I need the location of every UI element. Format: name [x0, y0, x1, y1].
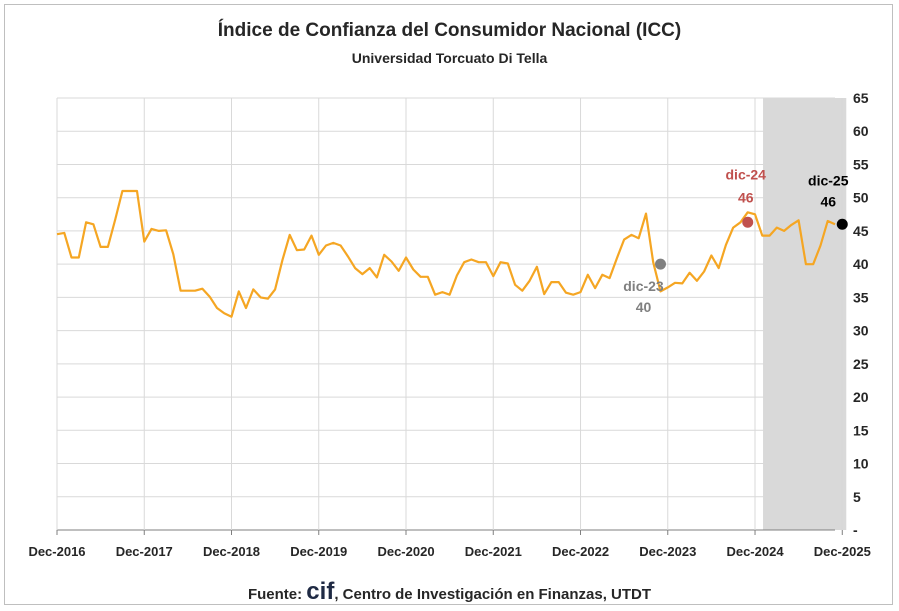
- x-tick-label: Dec-2016: [28, 544, 85, 559]
- y-tick-label: 5: [853, 489, 861, 505]
- source-footer: Fuente: cif, Centro de Investigación en …: [0, 578, 899, 606]
- x-tick-label: Dec-2023: [639, 544, 696, 559]
- y-tick-label: 15: [853, 422, 869, 438]
- y-tick-label: 10: [853, 456, 869, 472]
- annotation-marker: [654, 258, 666, 270]
- x-tick-label: Dec-2018: [203, 544, 260, 559]
- annotation-value: 46: [738, 189, 754, 205]
- annotation-label: dic-24: [726, 166, 767, 182]
- chart-subtitle: Universidad Torcuato Di Tella: [351, 50, 548, 66]
- chart-title: Índice de Confianza del Consumidor Nacio…: [217, 20, 682, 41]
- y-tick-label: 55: [853, 156, 869, 172]
- annotation-marker: [742, 216, 754, 228]
- shaded-region: [763, 98, 847, 530]
- y-tick-label: 45: [853, 223, 869, 239]
- annotation-value: 46: [820, 193, 836, 209]
- y-tick-label: 50: [853, 190, 869, 206]
- y-tick-label: 20: [853, 389, 869, 405]
- x-tick-label: Dec-2021: [465, 544, 522, 559]
- cif-logo: cif: [306, 578, 335, 605]
- x-tick-label: Dec-2020: [377, 544, 434, 559]
- chart-frame: [4, 4, 893, 605]
- x-tick-label: Dec-2024: [726, 544, 784, 559]
- x-tick-label: Dec-2019: [290, 544, 347, 559]
- y-tick-label: 35: [853, 289, 869, 305]
- y-tick-label: 30: [853, 323, 869, 339]
- annotation-label: dic-23: [623, 278, 664, 294]
- source-prefix: Fuente:: [247, 586, 307, 603]
- x-tick-label: Dec-2025: [814, 544, 871, 559]
- annotation-label: dic-25: [808, 172, 849, 188]
- y-tick-label: 40: [853, 256, 869, 272]
- y-tick-label: 25: [853, 356, 869, 372]
- x-tick-label: Dec-2017: [116, 544, 173, 559]
- annotation-marker: [836, 218, 848, 230]
- source-text: , Centro de Investigación en Finanzas, U…: [334, 586, 652, 603]
- icc-series-line: [56, 189, 836, 318]
- annotation-value: 40: [636, 299, 652, 315]
- y-tick-label: 60: [853, 123, 869, 139]
- x-tick-label: Dec-2022: [552, 544, 609, 559]
- y-tick-label: -: [853, 522, 858, 538]
- y-tick-label: 65: [853, 90, 869, 106]
